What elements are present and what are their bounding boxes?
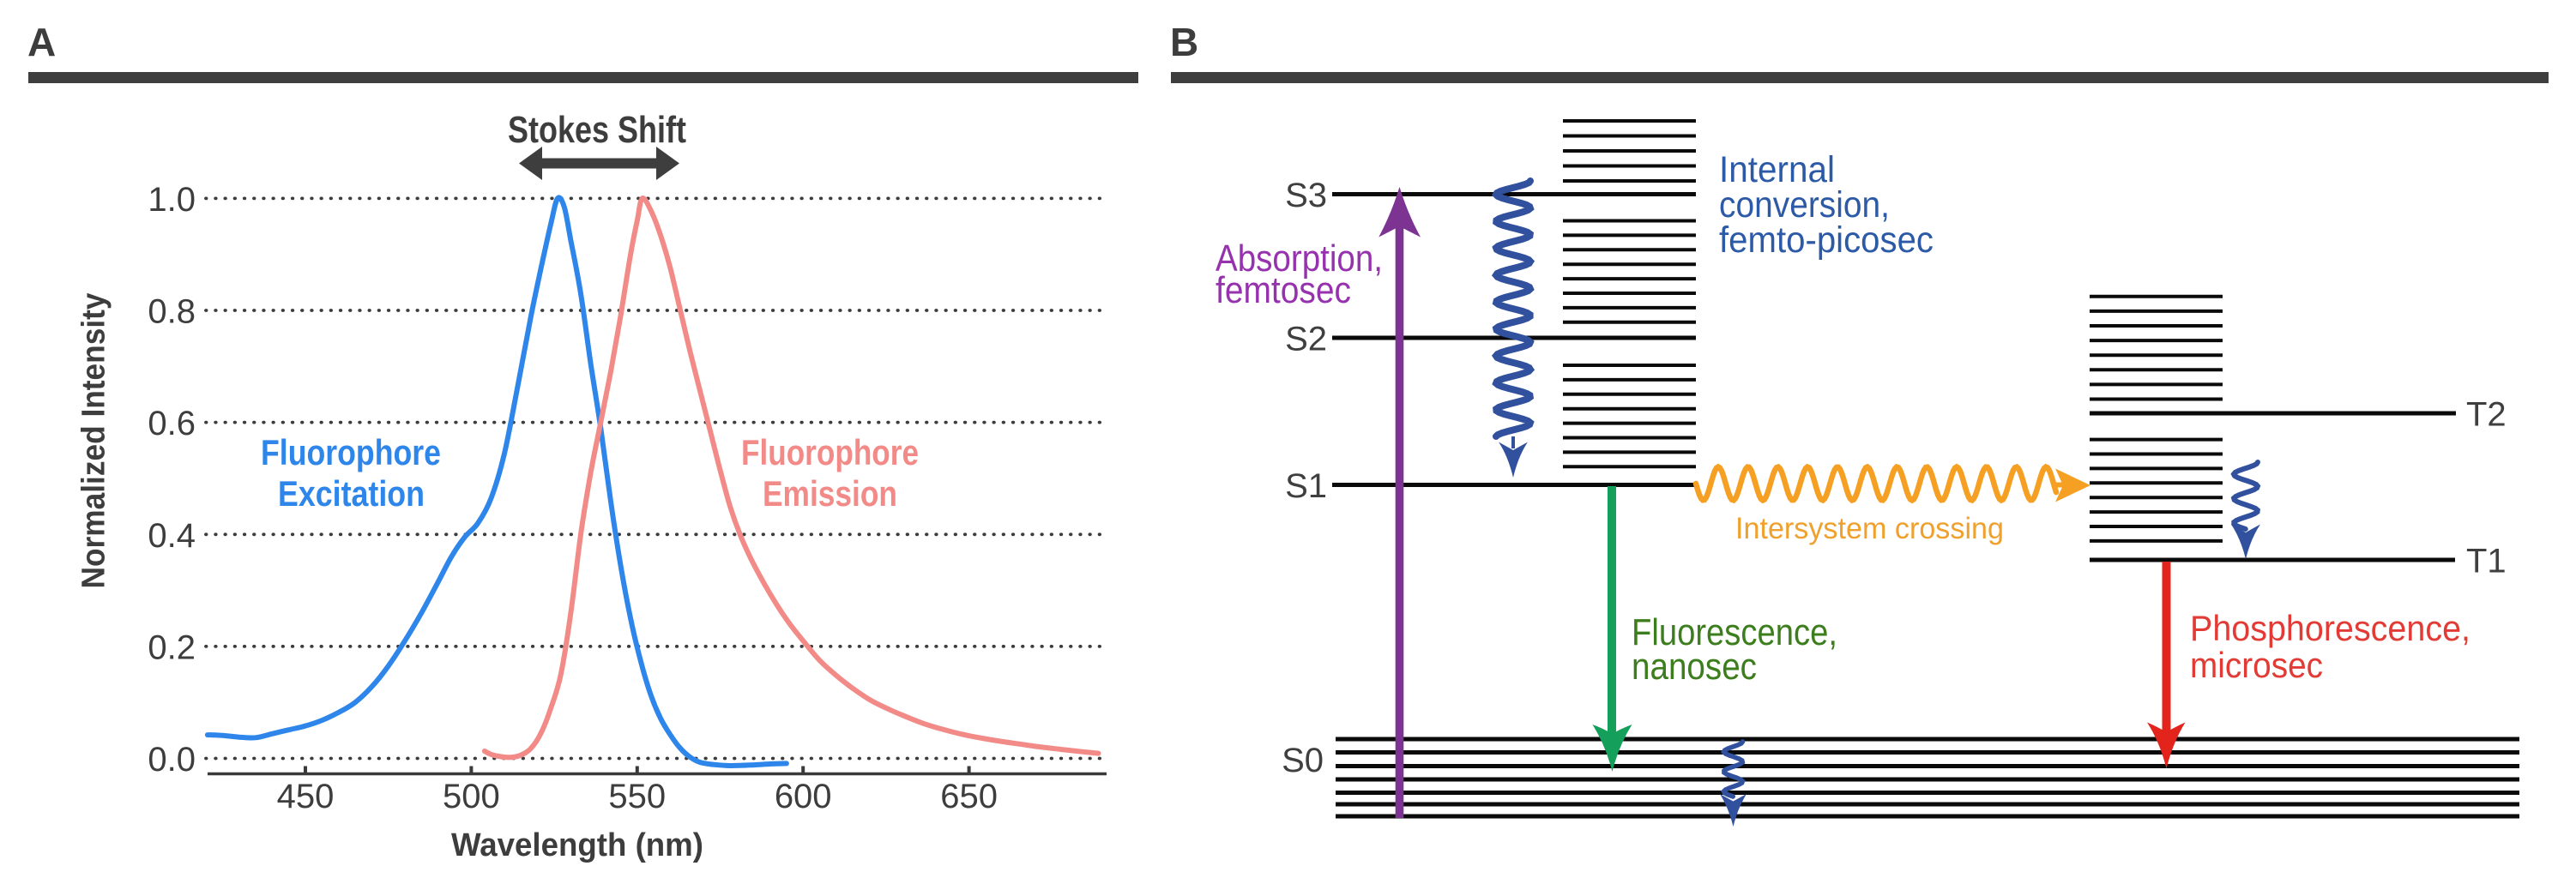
- svg-text:femto-picosec: femto-picosec: [1719, 219, 1934, 261]
- svg-text:S2: S2: [1285, 321, 1327, 358]
- svg-text:Normalized Intensity: Normalized Intensity: [76, 293, 112, 589]
- svg-text:conversion,: conversion,: [1719, 184, 1890, 226]
- svg-text:650: 650: [940, 778, 998, 815]
- svg-text:0.2: 0.2: [148, 628, 196, 666]
- svg-text:0.0: 0.0: [148, 741, 196, 779]
- svg-text:S1: S1: [1285, 467, 1327, 505]
- svg-text:T2: T2: [2466, 396, 2507, 434]
- svg-text:Intersystem crossing: Intersystem crossing: [1735, 512, 2004, 545]
- svg-text:600: 600: [775, 778, 832, 815]
- svg-text:Phosphorescence,: Phosphorescence,: [2190, 608, 2470, 648]
- svg-text:Internal: Internal: [1719, 149, 1835, 190]
- svg-text:0.4: 0.4: [148, 517, 196, 555]
- svg-text:450: 450: [277, 778, 335, 815]
- svg-text:Absorption,: Absorption,: [1216, 238, 1383, 280]
- svg-text:0.8: 0.8: [148, 293, 196, 331]
- svg-text:0.6: 0.6: [148, 405, 196, 442]
- svg-text:nanosec: nanosec: [1632, 646, 1757, 688]
- svg-text:T1: T1: [2466, 543, 2507, 580]
- svg-text:Fluorophore: Fluorophore: [741, 432, 919, 472]
- svg-text:microsec: microsec: [2190, 645, 2323, 685]
- svg-text:550: 550: [608, 778, 666, 815]
- svg-text:A: A: [27, 20, 56, 64]
- svg-text:B: B: [1170, 20, 1198, 64]
- svg-text:Excitation: Excitation: [278, 473, 425, 514]
- svg-text:Emission: Emission: [763, 473, 897, 514]
- svg-text:Wavelength (nm): Wavelength (nm): [451, 827, 703, 863]
- svg-text:S3: S3: [1285, 177, 1327, 214]
- svg-text:1.0: 1.0: [148, 181, 196, 219]
- svg-text:S0: S0: [1282, 742, 1324, 779]
- svg-text:500: 500: [443, 778, 500, 815]
- svg-text:Fluorophore: Fluorophore: [261, 432, 441, 472]
- svg-text:Fluorescence,: Fluorescence,: [1632, 611, 1837, 653]
- svg-text:Stokes Shift: Stokes Shift: [508, 109, 686, 151]
- svg-text:femtosec: femtosec: [1216, 269, 1351, 311]
